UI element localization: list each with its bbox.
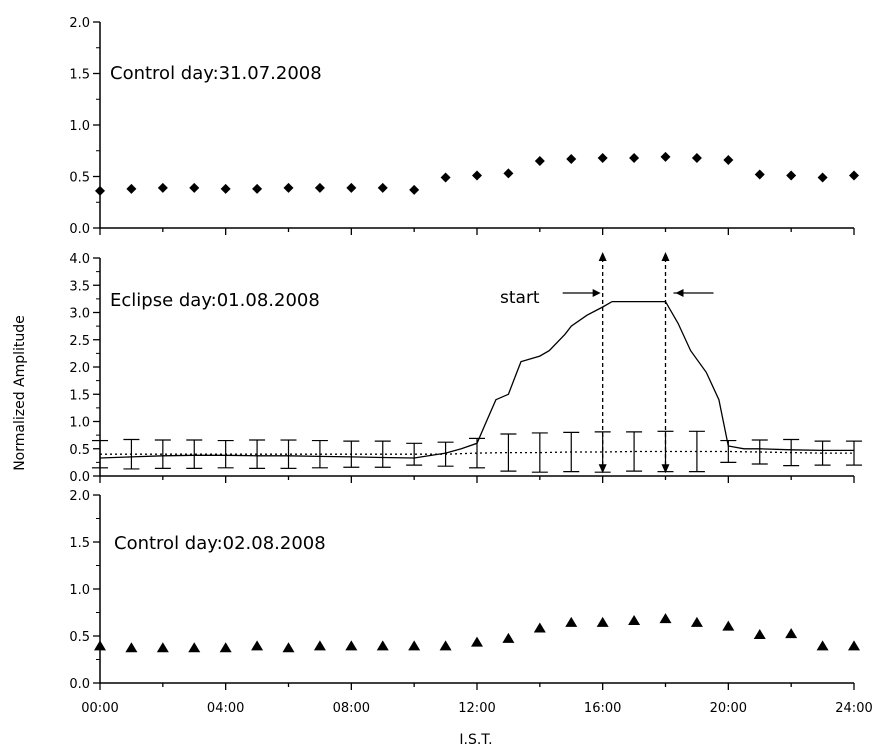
data-point (313, 640, 326, 651)
y-tick-label: 1.5 (69, 536, 90, 551)
data-point (816, 640, 829, 651)
data-point (95, 185, 105, 196)
data-point (376, 640, 389, 651)
data-point (282, 642, 295, 653)
x-tick-label: 16:00 (584, 701, 621, 716)
x-tick-label: 12:00 (458, 701, 495, 716)
data-point (502, 632, 515, 643)
x-tick-label: 08:00 (333, 701, 370, 716)
data-point (722, 620, 735, 631)
data-point (189, 182, 200, 193)
data-point (409, 184, 420, 195)
data-point (408, 640, 421, 651)
data-point (219, 642, 232, 653)
data-point (754, 169, 765, 180)
data-point (596, 616, 609, 627)
marker-down-arrow (598, 464, 607, 474)
x-axis-label: I.S.T. (459, 732, 492, 748)
data-point (628, 614, 641, 625)
data-point (629, 152, 640, 163)
start-annotation: start (500, 288, 540, 308)
y-tick-label: 3.0 (69, 307, 90, 322)
data-point (94, 640, 106, 651)
y-tick-label: 0.5 (69, 443, 90, 458)
panel-control-day-1: 0.0 0.5 1.0 1.5 2.0 (69, 16, 859, 237)
y-tick-label: 0.0 (69, 677, 90, 692)
marker-up-arrow (661, 252, 670, 261)
panel-title-eclipse: Eclipse day:01.08.2008 (110, 290, 320, 311)
data-point (188, 642, 201, 653)
data-point (660, 151, 671, 162)
y-tick-label: 1.0 (69, 416, 90, 431)
data-point (817, 172, 828, 183)
data-point (156, 642, 169, 653)
y-tick-label: 1.5 (69, 68, 90, 83)
x-tick-label: 20:00 (710, 701, 747, 716)
data-point (283, 182, 294, 193)
data-point (345, 640, 358, 651)
x-tick-label: 00:00 (81, 701, 118, 716)
data-point (534, 156, 545, 167)
y-tick-label: 0.5 (69, 171, 90, 186)
eclipse-line (99, 300, 854, 459)
y-tick-label: 2.0 (69, 16, 90, 31)
data-point (848, 640, 860, 651)
marker-up-arrow (598, 252, 607, 261)
y-tick-label: 1.0 (69, 119, 90, 134)
data-point (691, 152, 702, 163)
panel-title-control-2: Control day:02.08.2008 (114, 533, 326, 554)
end-arrow-head (675, 289, 684, 297)
y-axis-label: Normalized Amplitude (12, 315, 28, 471)
data-point (849, 170, 859, 181)
data-point (125, 642, 138, 653)
y-tick-label: 1.5 (69, 388, 90, 403)
data-point (503, 168, 514, 179)
data-point (753, 629, 766, 640)
y-tick-label: 2.0 (69, 489, 90, 504)
data-point (346, 182, 357, 193)
y-tick-label: 2.0 (69, 361, 90, 376)
data-point (252, 183, 263, 194)
data-point (785, 628, 798, 639)
data-point (439, 640, 452, 651)
data-point (533, 622, 546, 633)
data-point (472, 170, 482, 181)
y-tick-label: 0.0 (69, 470, 90, 485)
panel-title-control-1: Control day:31.07.2008 (110, 63, 322, 84)
data-point (220, 183, 231, 194)
start-arrow-head (592, 289, 601, 297)
y-tick-label: 2.5 (69, 334, 90, 349)
x-tick-label: 24:00 (835, 701, 872, 716)
x-tick-label: 04:00 (207, 701, 244, 716)
marker-down-arrow (661, 464, 670, 474)
y-tick-label: 0.5 (69, 630, 90, 645)
y-tick-label: 1.0 (69, 583, 90, 598)
data-point (377, 182, 388, 193)
data-point (157, 182, 168, 193)
data-point (314, 182, 325, 193)
panel-eclipse-day: 0.0 0.5 1.0 1.5 2.0 2.5 3.0 3.5 4.0 (69, 252, 862, 485)
panel-control-day-2: 0.0 0.5 1.0 1.5 2.0 (69, 489, 860, 692)
y-tick-label: 3.5 (69, 279, 90, 294)
data-point (690, 616, 703, 627)
y-tick-label: 0.0 (69, 222, 90, 237)
data-point (723, 155, 734, 166)
data-point (126, 183, 137, 194)
data-point (786, 170, 797, 181)
data-point (471, 636, 483, 647)
data-point (251, 640, 264, 651)
data-point (440, 172, 451, 183)
data-point (565, 616, 578, 627)
y-tick-label: 4.0 (69, 252, 90, 267)
data-point (566, 153, 577, 164)
data-point (597, 152, 608, 163)
data-point (659, 613, 672, 624)
